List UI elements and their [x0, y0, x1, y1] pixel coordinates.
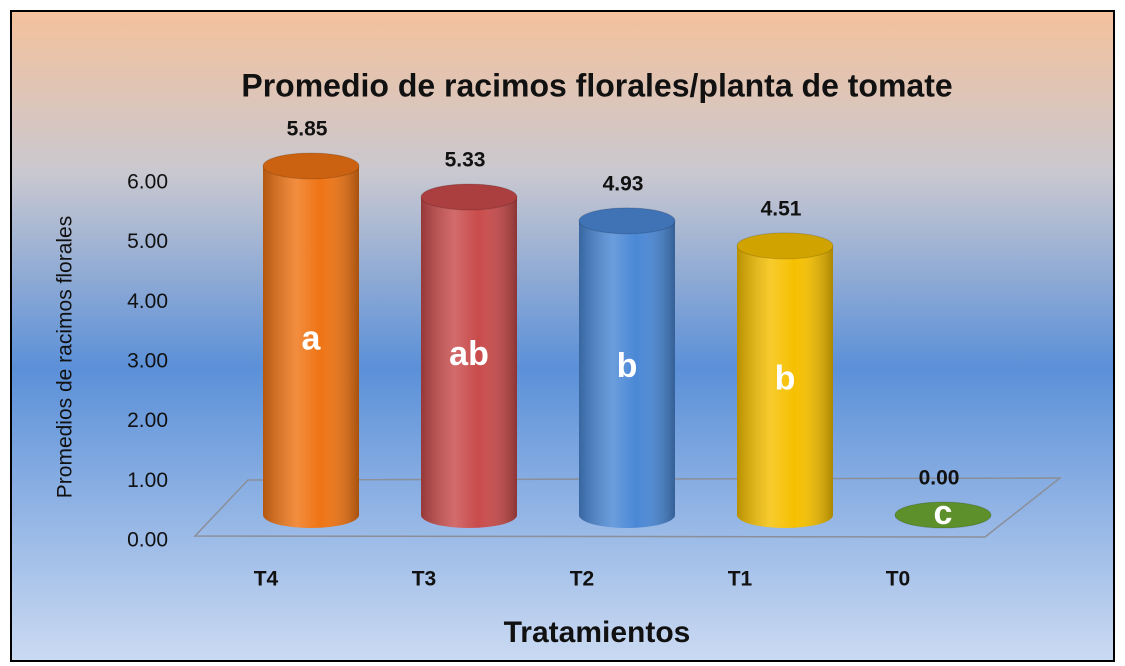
bar-top-shade: [421, 183, 517, 210]
x-tick-label: T1: [728, 568, 753, 591]
bar-top: [262, 152, 360, 180]
bar-top-shade: [737, 232, 833, 259]
data-label: 4.93: [603, 172, 644, 195]
bar-top-shade: [895, 502, 991, 528]
significance-letter: b: [617, 347, 638, 385]
y-tick-label: 0.00: [127, 529, 168, 552]
floor: [193, 477, 1063, 538]
bar-top: [578, 207, 676, 235]
bar-top: [736, 232, 834, 260]
bar-top-shade: [263, 152, 359, 179]
y-tick-label: 3.00: [127, 350, 168, 373]
y-axis-title: Promedios de racimos florales: [54, 216, 77, 498]
y-tick-label: 1.00: [127, 469, 168, 492]
x-tick-label: T2: [570, 568, 595, 591]
bar-shade: [579, 220, 675, 529]
significance-letter: ab: [449, 335, 489, 373]
bar-top-shade: [579, 207, 675, 234]
x-tick-label: T3: [412, 568, 437, 591]
bar-shade: [737, 245, 833, 529]
x-tick-label: T4: [254, 568, 279, 591]
bar-top: [894, 501, 992, 529]
y-tick-label: 4.00: [127, 290, 168, 313]
x-tick-label: T0: [886, 568, 911, 591]
data-label: 5.85: [287, 117, 328, 140]
y-tick-label: 5.00: [127, 230, 168, 253]
chart-frame: [10, 10, 1115, 662]
bar-top: [420, 183, 518, 211]
data-label: 0.00: [919, 467, 960, 490]
bar-shade: [421, 196, 517, 528]
y-tick-label: 6.00: [127, 171, 168, 194]
significance-letter: b: [775, 359, 796, 397]
x-axis-title: Tratamientos: [504, 616, 691, 649]
y-tick-label: 2.00: [127, 409, 168, 432]
significance-letter: a: [302, 319, 322, 357]
significance-letter: c: [934, 494, 953, 532]
chart-title: Promedio de racimos florales/planta de t…: [241, 67, 952, 103]
bar-shade: [263, 165, 359, 528]
data-label: 4.51: [761, 197, 802, 220]
data-label: 5.33: [445, 149, 486, 172]
